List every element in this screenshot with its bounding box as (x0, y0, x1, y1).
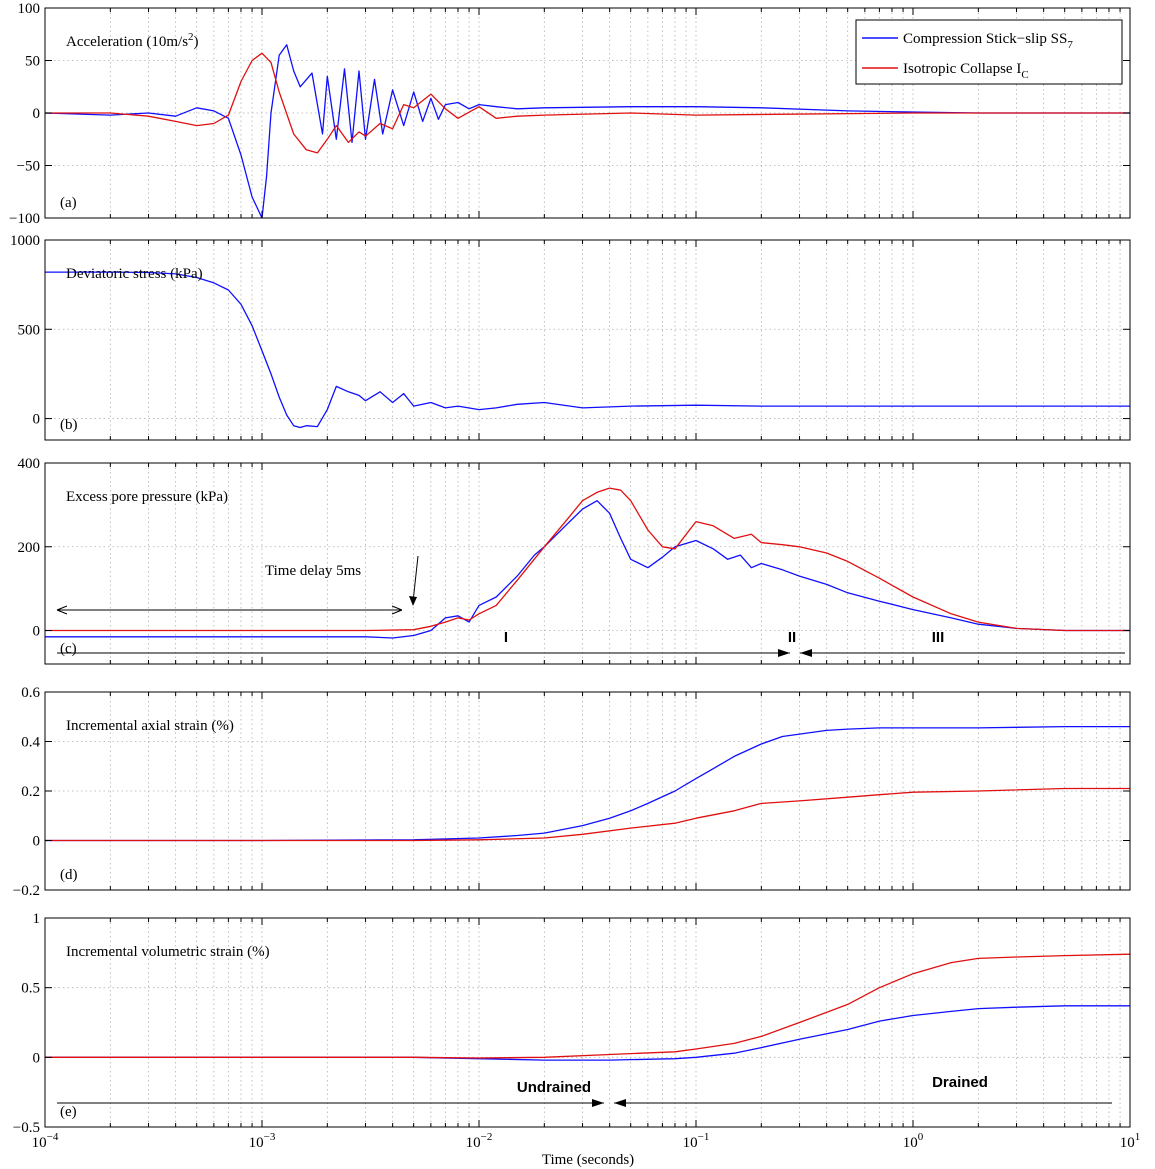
panel-letter: (a) (60, 195, 77, 211)
legend-entry: Isotropic Collapse IC (903, 61, 1029, 81)
x-tick-label: 101 (1120, 1131, 1141, 1151)
panel-letter: (b) (60, 417, 78, 433)
y-tick-label: 400 (18, 456, 41, 472)
grid (45, 918, 1130, 1127)
x-tick-label: 10−3 (249, 1131, 276, 1151)
y-tick-label: 0 (33, 1050, 41, 1066)
y-tick-label: 1 (33, 911, 41, 927)
y-tick-label: 0.4 (21, 735, 40, 751)
panel-letter: (d) (60, 867, 78, 883)
series-line-blue (45, 500, 1130, 639)
grid (45, 692, 1130, 890)
panel-title: Excess pore pressure (kPa) (66, 489, 228, 505)
plot-frame (44, 462, 1131, 665)
y-tick-label: 100 (18, 1, 41, 17)
panel-letter: (c) (60, 641, 77, 657)
y-tick-label: 0 (33, 834, 41, 850)
panel-d: −0.2 0 0.2 0.4 0.6 Incremental axial strain (… (13, 685, 1131, 899)
drained-label: Drained (932, 1074, 988, 1091)
y-tick-label: −0.2 (13, 883, 40, 899)
time-delay-label: Time delay 5ms (265, 563, 361, 579)
grid (45, 240, 1130, 440)
series-line-red (45, 787, 1130, 842)
panel-b: 0 500 1000 Deviatoric stress (kPa) (b) (10, 233, 1131, 441)
panel-e: −0.5 0 0.5 1 Incremental volumetric strain (… (13, 911, 1131, 1136)
y-tick-label: 500 (18, 322, 41, 338)
x-axis-label: Time (seconds) (542, 1152, 634, 1168)
y-tick-label: −0.5 (13, 1120, 40, 1136)
plot-frame (44, 917, 1131, 1128)
panel-letter: (e) (60, 1104, 77, 1120)
y-tick-label: 0.2 (21, 784, 40, 800)
x-tick-label: 100 (903, 1131, 924, 1151)
plot-frame (44, 239, 1131, 441)
y-tick-label: 50 (25, 54, 40, 70)
annotations: Undrained Drained (57, 1074, 1112, 1107)
y-tick-label: 0.6 (21, 685, 40, 701)
panel-a: −100 −50 0 50 100 Acceleration (10m/s2) (a) Com… (9, 1, 1131, 227)
x-tick-label: 10−2 (466, 1131, 493, 1151)
phase-label: II (788, 629, 796, 646)
panel-c: 0 200 400 Excess pore pressure (kPa) (c) Time… (18, 456, 1131, 665)
y-tick-label: 200 (18, 540, 41, 556)
legend-entry: Compression Stick−slip SS7 (903, 31, 1073, 51)
undrained-label: Undrained (517, 1079, 591, 1096)
panel-title: Deviatoric stress (kPa) (66, 266, 203, 282)
series-line-blue (45, 725, 1130, 842)
x-axis-tick-labels: 10−4 10−3 10−2 10−1 100 101 (32, 1131, 1141, 1151)
series-line-red (45, 487, 1130, 632)
y-tick-label: −100 (9, 211, 40, 227)
series-line-blue (45, 1005, 1130, 1061)
y-tick-label: 0 (33, 106, 41, 122)
y-tick-label: 1000 (10, 233, 40, 249)
panel-title: Incremental axial strain (%) (66, 718, 234, 734)
panel-title: Acceleration (10m/s2) (66, 31, 199, 50)
phase-label: III (932, 629, 945, 646)
y-tick-label: 0.5 (21, 981, 40, 997)
x-tick-label: 10−1 (683, 1131, 710, 1151)
y-tick-label: 0 (33, 624, 41, 640)
series-line-blue (44, 44, 1130, 219)
series-line-red (45, 953, 1131, 1059)
phase-label: I (504, 629, 508, 646)
legend: Compression Stick−slip SS7 Isotropic Coll… (855, 19, 1123, 85)
panel-title: Incremental volumetric strain (%) (66, 944, 270, 960)
y-tick-label: 0 (33, 412, 41, 428)
x-tick-label: 10−4 (32, 1131, 59, 1151)
series-line-blue (45, 271, 1130, 429)
series-line-red (45, 52, 1130, 154)
y-tick-label: −50 (17, 159, 40, 175)
